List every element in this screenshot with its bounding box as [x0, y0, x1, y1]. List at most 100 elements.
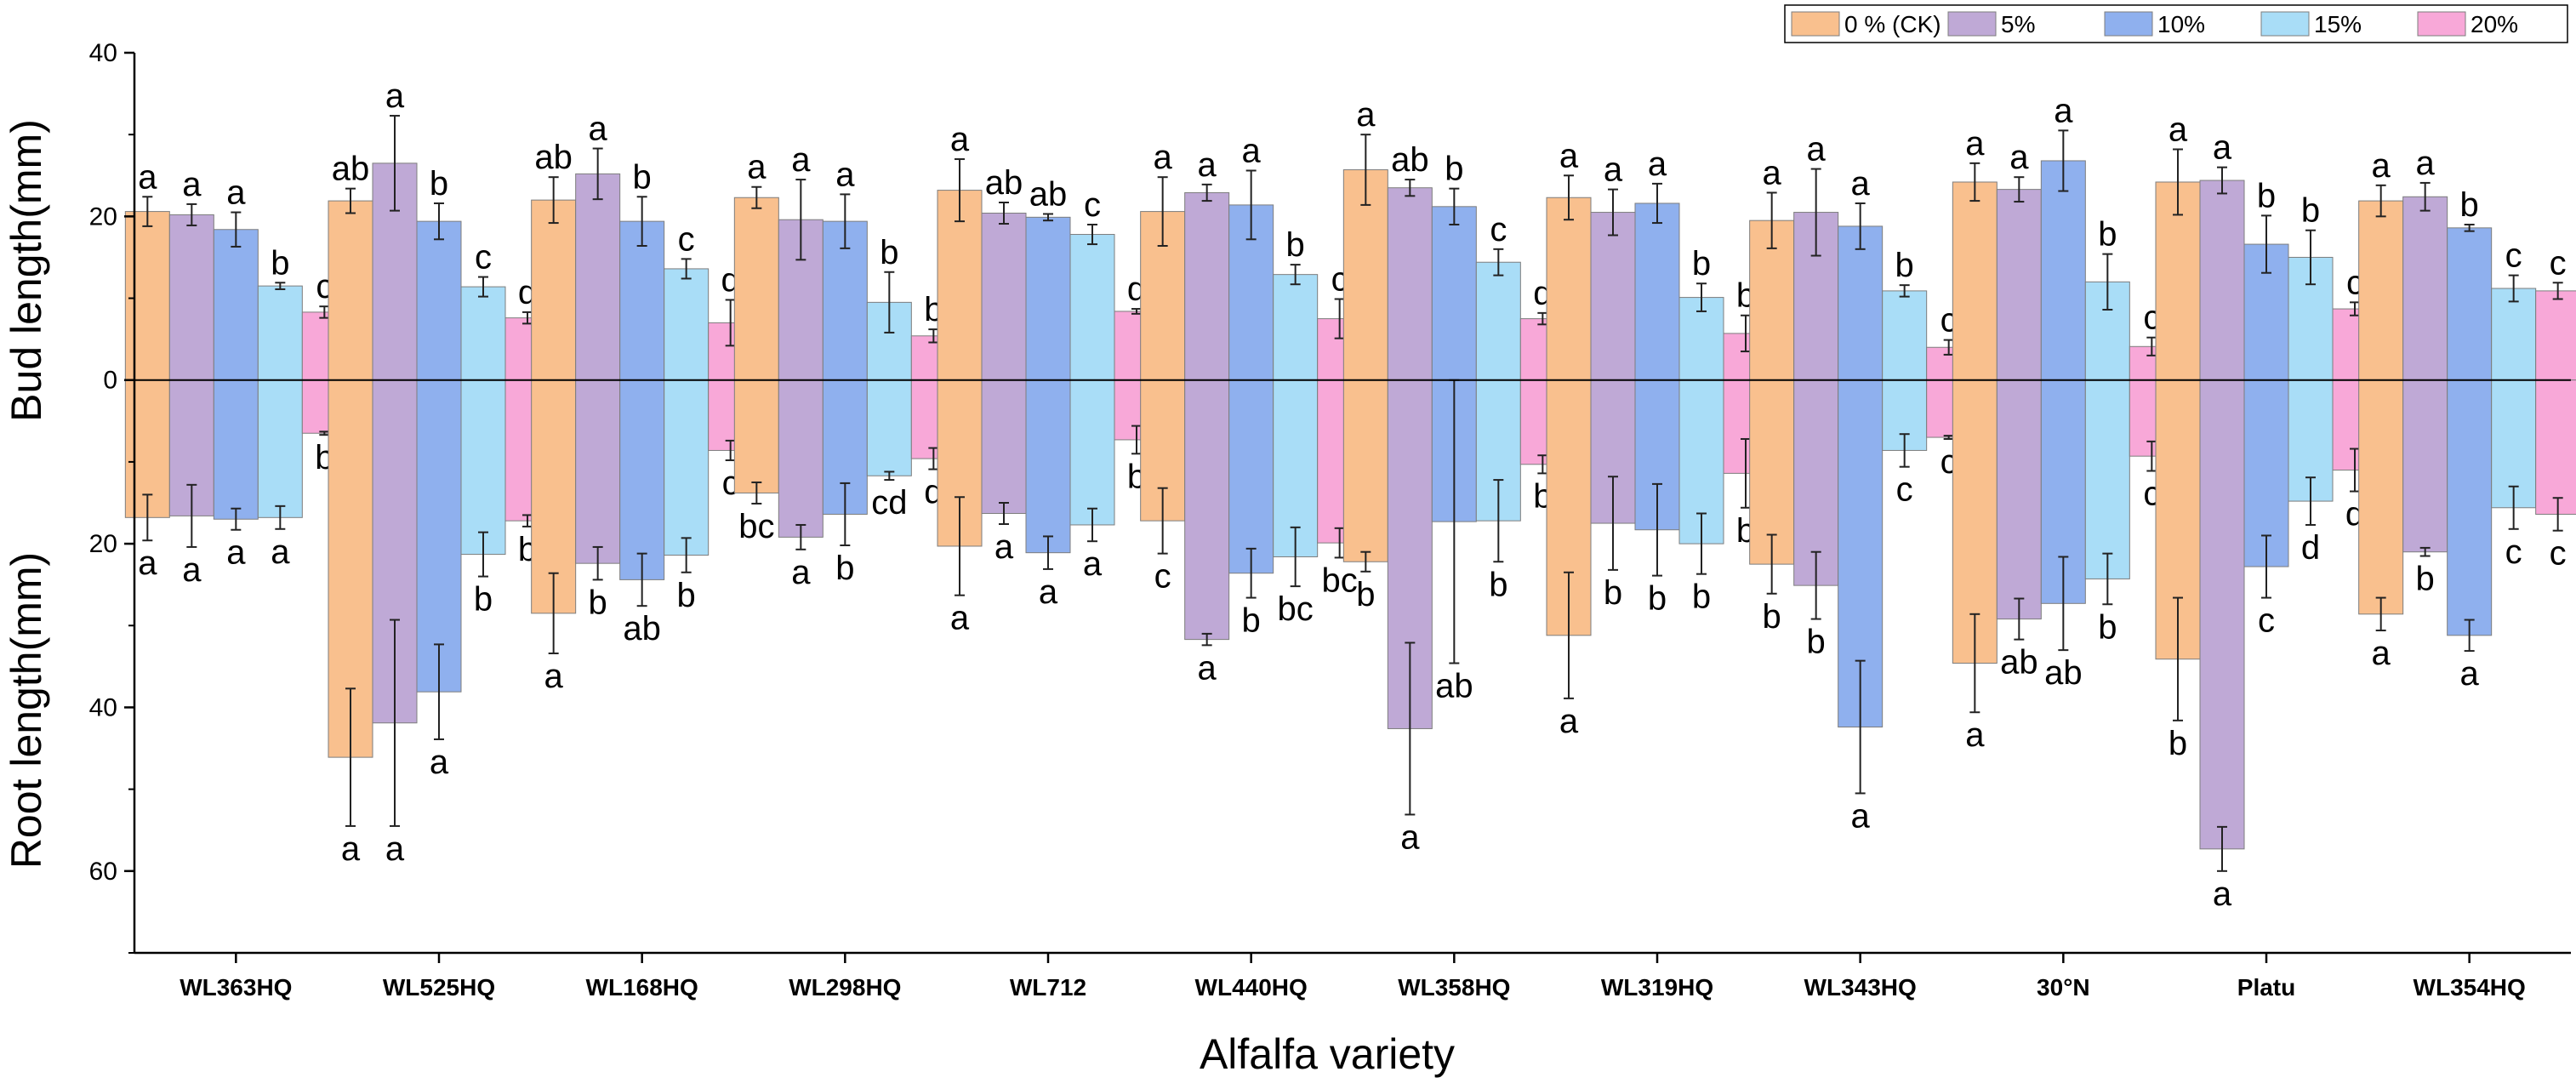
legend-swatch: [1947, 11, 1997, 37]
bar-bud: [2447, 227, 2493, 381]
significance-label-bud: c: [1490, 211, 1507, 248]
significance-label-root: b: [1692, 579, 1711, 616]
significance-label-root: a: [2372, 635, 2391, 672]
bar-root: [778, 379, 824, 538]
y-tick-label: 20: [89, 202, 117, 231]
x-tick-label: WL525HQ: [383, 974, 495, 1001]
significance-label-root: a: [1039, 573, 1058, 611]
significance-label-bud: ab: [534, 139, 573, 176]
significance-label-bud: a: [1559, 137, 1579, 174]
legend-label: 15%: [2314, 11, 2362, 37]
y-tick-label: 40: [89, 693, 117, 721]
bar-root: [213, 379, 259, 520]
bar-root: [2084, 379, 2130, 579]
legend-swatch: [1791, 11, 1840, 37]
bar-root: [1228, 379, 1274, 574]
bar-bud: [1838, 225, 1884, 381]
significance-label-bud: ab: [985, 164, 1023, 202]
significance-label-bud: b: [1895, 247, 1914, 284]
y-tick-label: 0: [103, 367, 117, 395]
significance-label-root: b: [1356, 576, 1375, 613]
significance-label-bud: c: [2505, 237, 2522, 275]
significance-label-root: bc: [1278, 590, 1314, 628]
bar-root: [1996, 379, 2042, 620]
significance-label-bud: b: [1445, 151, 1463, 188]
bar-bud: [1996, 189, 2042, 381]
bar-bud: [733, 197, 779, 381]
significance-label-bud: b: [880, 234, 898, 271]
significance-label-bud: b: [1286, 226, 1305, 264]
significance-label-bud: a: [1807, 131, 1827, 168]
significance-label-bud: c: [678, 220, 695, 258]
significance-label-root: a: [1198, 649, 1217, 687]
bar-bud: [1590, 212, 1636, 381]
significance-label-bud: a: [2213, 129, 2232, 167]
significance-label-bud: a: [2169, 111, 2188, 148]
significance-label-bud: a: [589, 111, 608, 148]
plot-area: aaaaaabacbabaaabacbdbabaabbabcbdcabcaaab…: [124, 77, 2576, 913]
significance-label-bud: a: [385, 77, 405, 115]
bar-bud: [2040, 160, 2086, 381]
significance-label-bud: a: [1356, 96, 1376, 134]
legend-label: 10%: [2157, 11, 2205, 37]
axes: 40 20 0 20 40 60 WL363HQ WL525HQ WL168HQ WL298HQ W…: [89, 39, 2571, 1001]
significance-label-root: cd: [871, 484, 907, 522]
significance-label-bud: a: [2416, 145, 2436, 182]
significance-label-bud: b: [2098, 216, 2117, 254]
bar-bud: [1475, 261, 1521, 381]
bar-root: [1342, 379, 1388, 562]
significance-label-bud: a: [791, 141, 811, 179]
significance-label-bud: a: [950, 121, 970, 158]
bar-bud: [213, 229, 259, 381]
bar-bud: [2402, 196, 2448, 381]
significance-label-bud: b: [1692, 245, 1711, 282]
significance-label-root: ab: [1435, 668, 1473, 705]
bar-bud: [1069, 234, 1115, 381]
significance-label-root: b: [1242, 602, 1261, 640]
significance-label-bud: a: [2009, 139, 2029, 176]
significance-label-root: b: [677, 577, 696, 614]
significance-label-root: b: [1763, 598, 1781, 636]
significance-label-bud: c: [1084, 186, 1101, 224]
significance-label-root: b: [1648, 580, 1667, 618]
significance-label-root: c: [1896, 471, 1913, 509]
significance-label-root: a: [182, 551, 202, 589]
bar-root: [619, 379, 665, 580]
significance-label-bud: a: [1965, 125, 1985, 162]
significance-label-root: c: [2258, 602, 2275, 640]
x-tick-label: WL168HQ: [586, 974, 698, 1001]
bar-bud: [1952, 181, 1998, 381]
significance-label-root: a: [1559, 703, 1579, 740]
bar-root: [1184, 379, 1230, 641]
significance-label-root: a: [1400, 818, 1420, 856]
significance-label-root: a: [950, 600, 970, 637]
bar-root: [460, 379, 506, 556]
bar-bud: [328, 200, 373, 381]
significance-label-root: b: [1604, 574, 1622, 612]
significance-label-bud: a: [1763, 154, 1782, 191]
bar-bud: [1273, 274, 1319, 381]
significance-label-bud: a: [747, 149, 767, 186]
legend-label: 0 % (CK): [1844, 11, 1941, 37]
y-tick-label: 20: [89, 530, 117, 558]
significance-label-bud: a: [1851, 165, 1871, 202]
significance-label-root: c: [1154, 558, 1171, 596]
bar-root: [2535, 379, 2576, 515]
bar-root: [981, 379, 1027, 515]
bar-bud: [416, 220, 462, 381]
significance-label-bud: b: [2460, 186, 2479, 224]
legend-swatch: [2417, 11, 2466, 37]
x-tick-label: WL712: [1010, 974, 1086, 1001]
bar-root: [575, 379, 621, 564]
significance-label-root: b: [474, 581, 493, 619]
y-tick-label: 40: [89, 39, 117, 67]
significance-label-root: a: [1083, 545, 1103, 583]
bar-bud: [124, 211, 170, 381]
significance-label-root: bc: [738, 508, 774, 545]
bar-root: [2199, 379, 2245, 850]
significance-label-bud: a: [2372, 147, 2391, 185]
significance-label-root: a: [2460, 655, 2480, 693]
significance-label-root: a: [226, 534, 246, 572]
bar-bud: [2199, 180, 2245, 381]
